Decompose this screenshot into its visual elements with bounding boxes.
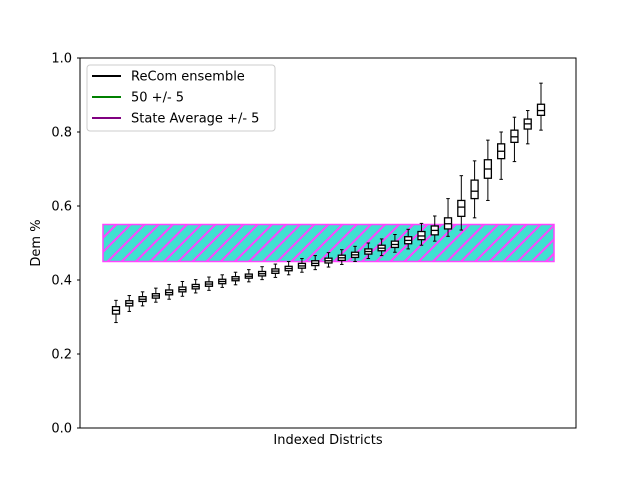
box-district-10 xyxy=(231,271,240,286)
box-district-5 xyxy=(164,283,174,300)
legend-box xyxy=(86,64,276,132)
y-axis: 0.0 0.2 0.4 0.6 0.8 1.0 xyxy=(51,52,80,437)
y-tick-label: 0.0 xyxy=(51,422,72,437)
box-district-8 xyxy=(204,276,214,291)
box-district-1 xyxy=(111,299,121,324)
box-district-7 xyxy=(191,279,200,294)
box-district-21 xyxy=(377,238,386,257)
box-district-19 xyxy=(350,245,360,262)
box-layer xyxy=(111,82,546,324)
box-district-28 xyxy=(470,160,479,219)
box-iqr xyxy=(470,179,479,200)
box-district-2 xyxy=(125,295,134,312)
box-district-14 xyxy=(284,261,293,276)
y-tick-label: 0.2 xyxy=(51,348,72,363)
box-district-4 xyxy=(151,287,160,303)
box-district-30 xyxy=(497,131,506,180)
box-district-33 xyxy=(536,82,546,131)
box-district-27 xyxy=(457,175,466,231)
box-district-25 xyxy=(430,215,439,242)
box-district-13 xyxy=(271,263,280,278)
box-district-29 xyxy=(483,139,493,201)
y-axis-label: Dem % xyxy=(29,219,44,266)
box-district-26 xyxy=(443,198,453,237)
y-tick-label: 0.6 xyxy=(51,200,72,215)
box-district-9 xyxy=(218,274,227,288)
y-tick-label: 1.0 xyxy=(51,52,72,67)
box-district-17 xyxy=(324,252,333,268)
box-district-12 xyxy=(257,266,267,281)
y-tick-label: 0.8 xyxy=(51,126,72,141)
box-district-6 xyxy=(178,280,187,297)
box-district-15 xyxy=(297,258,307,273)
y-tick-label: 0.4 xyxy=(51,274,72,289)
box-district-16 xyxy=(311,255,320,271)
legend: ReCom ensemble 50 +/- 5 State Average +/- … xyxy=(86,64,276,132)
box-iqr xyxy=(536,103,546,117)
box-district-22 xyxy=(390,233,400,253)
box-district-3 xyxy=(138,291,147,307)
box-district-32 xyxy=(523,110,532,145)
box-district-23 xyxy=(404,228,413,250)
box-district-11 xyxy=(244,269,253,283)
box-district-18 xyxy=(337,249,346,265)
legend-label: 50 +/- 5 xyxy=(131,91,184,106)
box-district-31 xyxy=(510,116,519,163)
legend-label: ReCom ensemble xyxy=(131,70,245,85)
x-axis-label: Indexed Districts xyxy=(273,433,382,448)
box-district-20 xyxy=(364,242,373,260)
legend-label: State Average +/- 5 xyxy=(131,112,259,127)
plot-frame xyxy=(79,57,577,429)
box-iqr xyxy=(457,199,466,218)
box-district-24 xyxy=(417,222,426,246)
